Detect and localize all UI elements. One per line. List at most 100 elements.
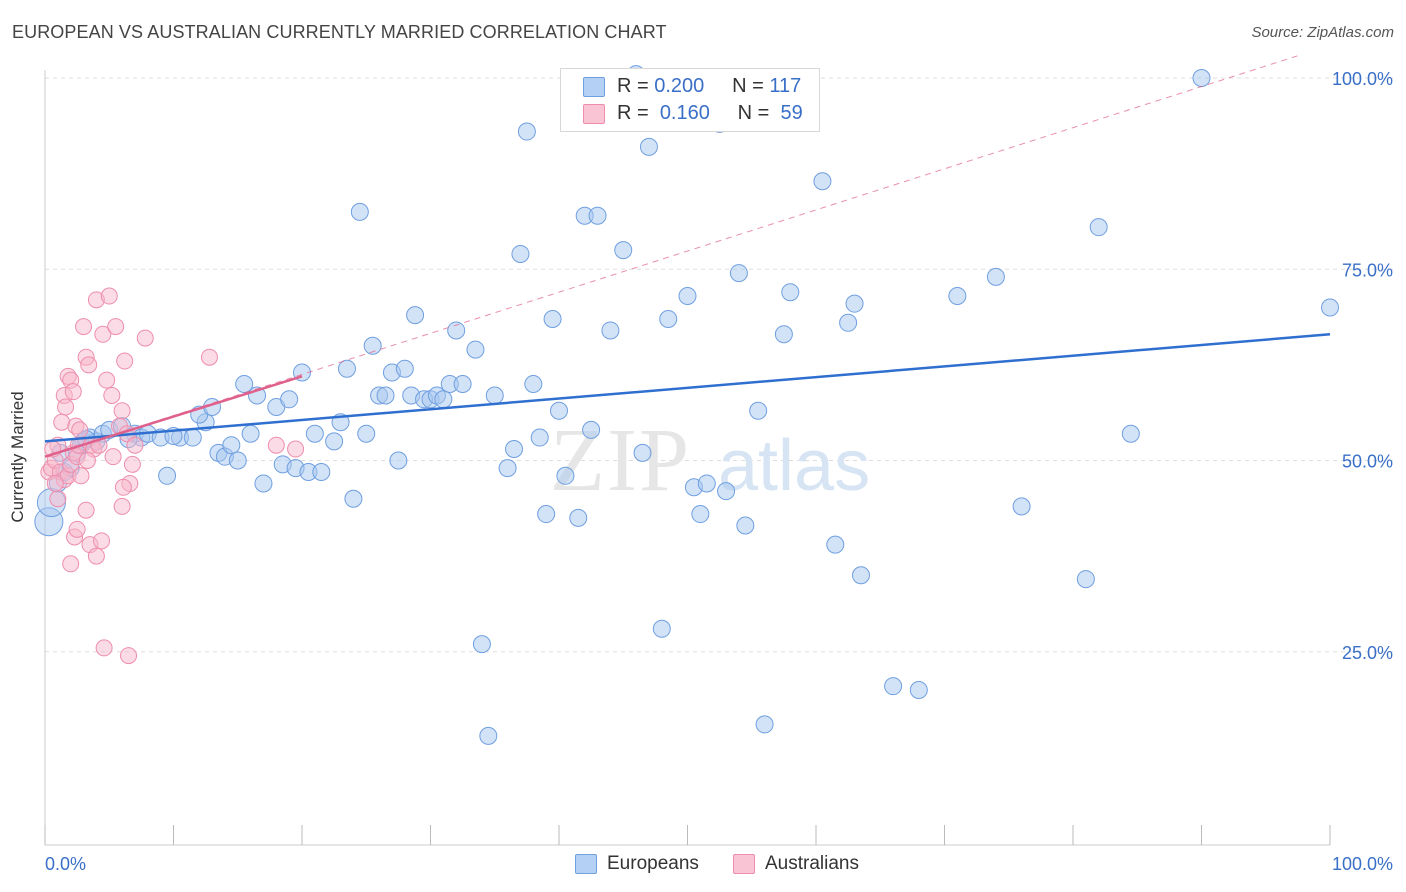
europeans-point [678, 287, 697, 306]
europeans-point [158, 466, 177, 485]
australians-point [57, 398, 75, 416]
europeans-point [280, 390, 299, 409]
europeans-point [434, 390, 453, 409]
europeans-point [312, 462, 331, 481]
australians-point [113, 497, 131, 515]
europeans-point [254, 474, 273, 493]
europeans-point [305, 424, 324, 443]
australians-point [113, 402, 131, 420]
australians-legend-label: Australians [765, 853, 859, 874]
x-tick-labels: 0.0% 100.0% [45, 854, 1393, 874]
europeans-point [447, 321, 466, 340]
europeans-point [395, 359, 414, 378]
europeans-point [601, 321, 620, 340]
australians-point [71, 421, 89, 439]
europeans-point [505, 440, 524, 459]
australians-point [93, 532, 111, 550]
trend-lines [44, 54, 1331, 458]
europeans-point [1089, 218, 1108, 237]
australians-legend-swatch [733, 854, 755, 874]
europeans-point [406, 306, 425, 325]
europeans-point [222, 436, 241, 455]
australians-points [40, 287, 305, 665]
europeans-trend-line [44, 333, 1331, 443]
australians-point [136, 329, 154, 347]
europeans-point [569, 508, 588, 527]
europeans-point [466, 340, 485, 359]
europeans-point [582, 420, 601, 439]
europeans-point [986, 267, 1005, 286]
australians-point [104, 448, 122, 466]
europeans-point [588, 206, 607, 225]
x-tick-label-min: 0.0% [45, 854, 86, 874]
europeans-point [749, 401, 768, 420]
watermark: ZIP atlas [550, 411, 870, 510]
australians-point [62, 555, 80, 573]
europeans-point [1321, 298, 1339, 317]
europeans-point [479, 726, 498, 745]
europeans-point [614, 241, 633, 260]
australians-point [287, 440, 305, 458]
europeans-point [1076, 570, 1095, 589]
europeans-point [543, 309, 562, 328]
europeans-point [1012, 497, 1031, 516]
australians-point [72, 467, 90, 485]
europeans-point [556, 466, 575, 485]
europeans-point [633, 443, 652, 462]
europeans-point [781, 283, 800, 302]
n-label: N = [732, 75, 764, 97]
australians-point [78, 452, 96, 469]
europeans-point [472, 635, 491, 654]
australians-swatch [583, 104, 605, 124]
y-tick-label: 50.0% [1342, 452, 1393, 472]
europeans-point [845, 294, 864, 313]
australians-point [116, 352, 134, 370]
n-label: N = [737, 102, 770, 124]
australians-point [87, 547, 105, 565]
europeans-point [511, 244, 530, 263]
europeans-points [34, 65, 1339, 745]
europeans-point [755, 715, 774, 734]
europeans-point [717, 482, 736, 501]
source-label: Source: ZipAtlas.com [1251, 24, 1394, 41]
europeans-point [524, 375, 543, 393]
europeans-point [350, 202, 369, 221]
australians-point [53, 413, 71, 431]
r-label: R = [617, 102, 649, 124]
australians-n-value: 59 [780, 102, 803, 124]
y-tick-label: 100.0% [1332, 69, 1393, 89]
watermark-zip: ZIP [550, 411, 691, 510]
europeans-n-value: 117 [769, 75, 802, 97]
europeans-point [697, 474, 716, 493]
australians-point [64, 383, 82, 401]
australians-point [80, 356, 98, 374]
australians-point [126, 436, 144, 454]
europeans-point [1192, 69, 1211, 87]
australians-point [100, 287, 118, 305]
europeans-point [376, 386, 395, 405]
europeans-point [639, 137, 658, 156]
australians-point [98, 371, 116, 389]
stats-legend: R = 0.200 N = 117 R = 0.160 N = 59 [560, 68, 820, 132]
australians-point [77, 501, 95, 519]
australians-point [75, 318, 93, 336]
europeans-point [537, 505, 556, 524]
x-tick-label-max: 100.0% [1332, 854, 1393, 874]
grid-lines [45, 77, 1395, 653]
europeans-point [498, 459, 517, 478]
australians-point [123, 455, 141, 473]
europeans-point [389, 451, 408, 470]
y-tick-labels: 25.0% 50.0% 75.0% 100.0% [1332, 69, 1393, 663]
europeans-point [453, 375, 472, 393]
australians-point [120, 647, 138, 665]
europeans-legend-label: Europeans [607, 853, 699, 874]
europeans-point [337, 359, 356, 378]
chart-title: EUROPEAN VS AUSTRALIAN CURRENTLY MARRIED… [12, 22, 667, 42]
series-legend: Europeans Australians [0, 852, 1406, 878]
watermark-atlas: atlas [718, 426, 870, 506]
australians-point [68, 520, 86, 538]
australians-point [94, 325, 112, 343]
europeans-point [550, 401, 568, 420]
europeans-point [344, 489, 363, 508]
europeans-point [325, 432, 344, 451]
